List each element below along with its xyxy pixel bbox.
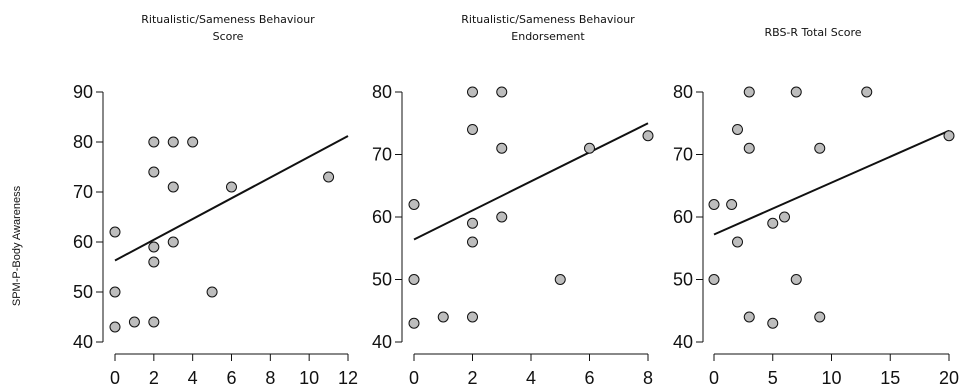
panel-title-line-1: Ritualistic/Sameness Behaviour xyxy=(141,13,315,26)
scatter-point xyxy=(437,311,449,323)
panel-title-line-1: Ritualistic/Sameness Behaviour xyxy=(461,13,635,26)
scatter-point xyxy=(584,142,595,154)
scatter-point xyxy=(167,136,179,148)
scatter-point xyxy=(496,142,508,154)
scatter-point xyxy=(790,274,802,285)
scatter-point xyxy=(467,311,478,323)
panel-title-line-2: Score xyxy=(213,30,244,43)
x-tick-label: 4 xyxy=(526,368,536,388)
y-tick-label: 50 xyxy=(73,282,93,302)
scatter-point xyxy=(642,130,654,142)
y-tick-label: 90 xyxy=(73,82,93,102)
scatter-point xyxy=(467,86,478,98)
scatter-point xyxy=(767,317,779,329)
x-tick-label: 10 xyxy=(299,368,319,388)
y-tick-label: 80 xyxy=(372,82,392,102)
x-tick-label: 8 xyxy=(265,368,275,388)
scatter-point xyxy=(814,311,826,323)
scatter-point xyxy=(167,236,179,248)
panel-ritualistic-score: Ritualistic/Sameness Behaviour Score 405… xyxy=(73,13,358,388)
scatter-point xyxy=(323,171,335,183)
x-tick-label: 0 xyxy=(110,368,120,388)
scatter-point xyxy=(732,236,743,248)
y-tick-label: 70 xyxy=(73,182,93,202)
panel-rbs-r-total: RBS-R Total Score 40 50 60 70 80 0 5 10 15 20 xyxy=(673,26,959,388)
scatter-point xyxy=(790,86,802,98)
scatter-point xyxy=(554,274,566,285)
x-tick-label: 2 xyxy=(149,368,159,388)
x-tick-label: 10 xyxy=(821,368,841,388)
y-tick-label: 80 xyxy=(73,132,93,152)
scatter-point xyxy=(732,124,743,135)
y-tick-label: 70 xyxy=(372,145,392,165)
scatter-point xyxy=(167,181,179,193)
x-tick-label: 0 xyxy=(709,368,719,388)
panel-ritualistic-endorsement: Ritualistic/Sameness Behaviour Endorseme… xyxy=(372,13,654,388)
x-tick-label: 2 xyxy=(467,368,477,388)
y-tick-label: 60 xyxy=(673,207,693,227)
y-tick-label: 60 xyxy=(73,232,93,252)
scatter-point xyxy=(708,199,720,210)
y-tick-label: 80 xyxy=(673,82,693,102)
scatter-point xyxy=(187,136,199,148)
x-tick-label: 20 xyxy=(939,368,959,388)
scatter-point xyxy=(109,321,121,333)
scatter-point xyxy=(743,142,755,154)
scatter-point xyxy=(408,274,420,285)
scatter-point xyxy=(148,256,160,268)
scatter-point xyxy=(148,166,160,178)
regression-line xyxy=(114,135,349,262)
x-tick-label: 6 xyxy=(584,368,594,388)
scatter-point xyxy=(726,199,738,210)
scatter-point xyxy=(148,136,160,148)
regression-line xyxy=(713,129,950,236)
panel-title-line-2: Endorsement xyxy=(511,30,585,43)
x-tick-label: 6 xyxy=(226,368,236,388)
scatter-point xyxy=(943,130,955,142)
x-tick-label: 12 xyxy=(338,368,358,388)
scatter-point xyxy=(467,124,478,135)
x-tick-label: 8 xyxy=(643,368,653,388)
scatter-point xyxy=(496,86,508,98)
y-tick-label: 40 xyxy=(372,332,392,352)
scatter-point xyxy=(408,317,420,329)
x-tick-label: 15 xyxy=(880,368,900,388)
y-tick-label: 60 xyxy=(372,207,392,227)
y-tick-label: 40 xyxy=(673,332,693,352)
scatter-point xyxy=(467,236,478,248)
y-tick-label: 50 xyxy=(372,270,392,290)
x-tick-label: 5 xyxy=(768,368,778,388)
scatter-point xyxy=(779,211,790,223)
scatter-point xyxy=(148,241,160,253)
regression-line xyxy=(413,122,649,241)
scatter-point xyxy=(128,316,140,328)
y-axis-label: SPM-P-Body Awareness xyxy=(11,185,23,306)
scatter-point xyxy=(743,311,755,323)
panel-title-line-1: RBS-R Total Score xyxy=(764,26,861,39)
scatter-point xyxy=(109,226,121,238)
scatter-point xyxy=(814,142,826,154)
scatter-point xyxy=(743,86,755,98)
scatter-point xyxy=(861,86,873,98)
y-tick-label: 50 xyxy=(673,270,693,290)
scatter-point xyxy=(467,217,478,229)
scatter-point xyxy=(708,274,720,285)
scatter-point xyxy=(206,286,218,298)
scatter-point xyxy=(767,217,779,229)
scatter-point xyxy=(496,211,508,223)
scatter-point xyxy=(408,199,420,210)
scatter-point xyxy=(226,181,237,193)
scatter-point xyxy=(148,316,160,328)
x-tick-label: 4 xyxy=(188,368,198,388)
y-tick-label: 40 xyxy=(73,332,93,352)
x-tick-label: 0 xyxy=(409,368,419,388)
y-tick-label: 70 xyxy=(673,145,693,165)
scatter-point xyxy=(109,286,121,298)
